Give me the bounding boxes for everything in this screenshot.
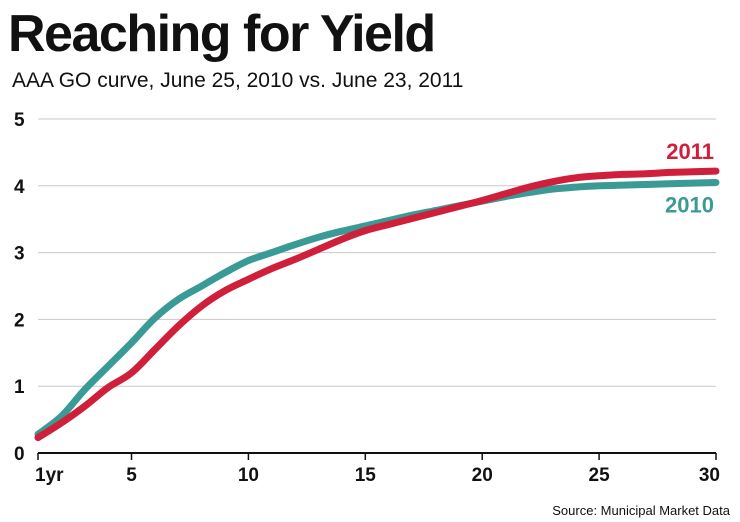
y-tick-label: 2 <box>14 310 25 331</box>
series-labels: 2010 2011 <box>665 139 714 217</box>
x-tick-label: 25 <box>589 465 611 486</box>
x-tick-label: 20 <box>472 465 493 486</box>
y-tick-label: 5 <box>14 110 25 131</box>
x-tick-label: 1yr <box>35 465 64 486</box>
y-tick-label: 4 <box>14 177 25 198</box>
y-axis: 0 1 2 3 4 5 <box>14 110 25 465</box>
series-label-2010: 2010 <box>665 192 714 217</box>
chart-subtitle: AAA GO curve, June 25, 2010 vs. June 23,… <box>12 69 464 92</box>
series-line-2011 <box>34 167 720 442</box>
x-tick-label: 30 <box>699 465 720 486</box>
series-label-2011: 2011 <box>666 139 714 164</box>
series-lines <box>34 167 720 442</box>
grid-lines <box>38 118 716 454</box>
y-tick-label: 3 <box>14 244 25 265</box>
y-tick-label: 0 <box>14 444 25 465</box>
series-line-2010 <box>34 179 720 438</box>
source-note: Source: Municipal Market Data <box>552 503 730 518</box>
x-tick-label: 10 <box>238 465 259 486</box>
chart-title: Reaching for Yield <box>8 5 436 63</box>
x-axis: 1yr 5 10 15 20 25 30 <box>35 453 720 486</box>
y-tick-label: 1 <box>14 377 25 398</box>
x-tick-label: 5 <box>126 465 137 486</box>
x-tick-label: 15 <box>355 465 377 486</box>
